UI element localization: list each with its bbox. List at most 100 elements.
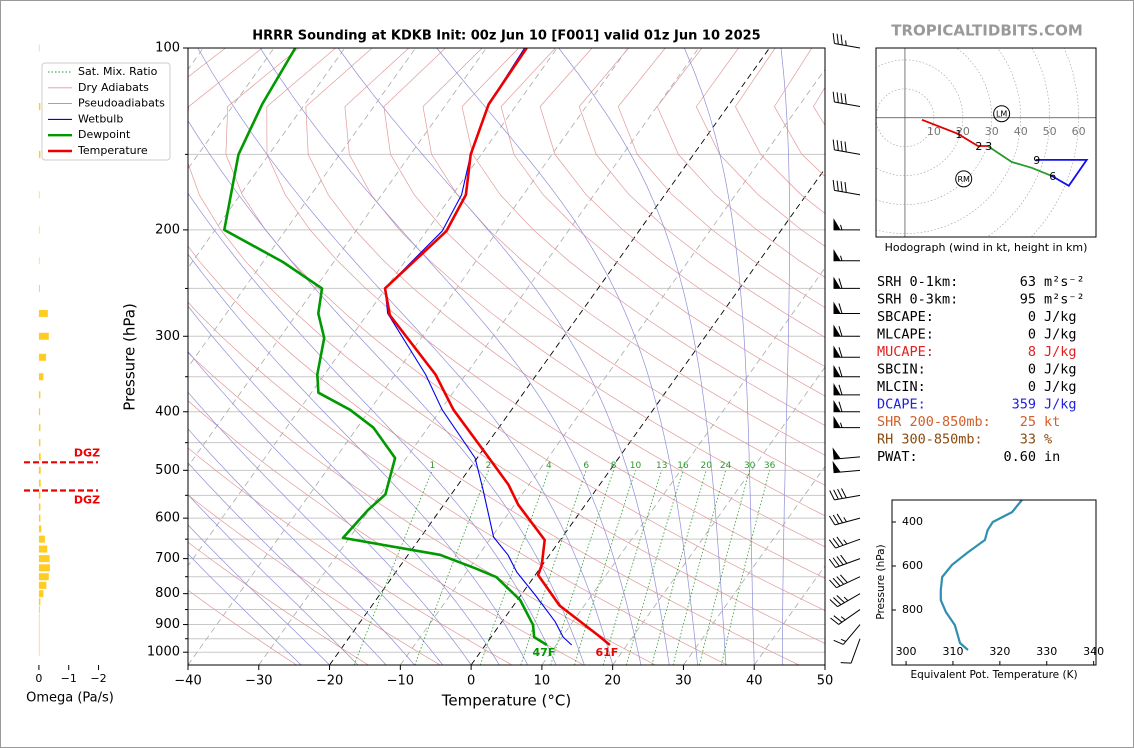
pseudoadiabat — [259, 48, 642, 665]
mixing-ratio-label: 10 — [630, 461, 642, 471]
x-tick-label: −2 — [90, 672, 106, 685]
legend-label: Dry Adiabats — [78, 81, 149, 94]
mixing-ratio-label: 30 — [744, 461, 756, 471]
y-tick-label: 900 — [155, 617, 180, 632]
dry-adiabat — [188, 447, 513, 665]
wind-barb — [833, 301, 860, 314]
x-tick-label: 310 — [942, 645, 963, 658]
y-tick-label: 700 — [155, 551, 180, 566]
skewt-background: 1 2 4 6 8 10 13 16 20 24 30 36 — [188, 48, 825, 665]
y-tick-label: 600 — [902, 559, 923, 572]
index-unit: J/kg — [1044, 327, 1077, 343]
index-value: 63 — [1020, 274, 1036, 290]
dry-adiabat — [461, 48, 825, 426]
pseudoadiabat — [188, 553, 302, 665]
hodo-trace — [921, 118, 988, 147]
wind-barb — [829, 488, 861, 501]
legend-label: Sat. Mix. Ratio — [78, 65, 158, 78]
dry-adiabat — [305, 48, 825, 548]
x-tick-label: 0 — [35, 672, 42, 685]
legend-label: Pseudoadiabats — [78, 97, 165, 110]
hodo-height-label: 9 — [1033, 154, 1040, 167]
index-label: MUCAPE: — [877, 344, 934, 360]
dry-adiabat — [188, 541, 369, 665]
hodo-height-label: 6 — [1049, 170, 1056, 183]
hodo-tick-label: 60 — [1072, 125, 1086, 138]
isotherm — [188, 48, 487, 468]
profile-line — [384, 48, 573, 646]
index-label: PWAT: — [877, 449, 918, 465]
wind-barb — [833, 399, 860, 413]
dry-adiabat — [617, 48, 825, 309]
pseudoadiabat — [188, 253, 529, 665]
index-value: 95 — [1020, 292, 1036, 308]
legend-box — [41, 62, 171, 161]
omega-bar — [38, 103, 41, 111]
y-tick-label: 1000 — [147, 645, 180, 660]
index-label: SRH 0-3km: — [877, 292, 958, 308]
dry-adiabat — [188, 48, 825, 644]
dry-adiabat — [500, 48, 825, 397]
hodo-tick-label: 30 — [985, 125, 999, 138]
index-unit: J/kg — [1044, 344, 1077, 360]
index-unit: m²s⁻² — [1044, 292, 1085, 308]
wind-barb — [833, 248, 860, 262]
omega-bar — [38, 635, 40, 643]
omega-bar — [38, 191, 40, 199]
omega-bar — [38, 606, 40, 614]
x-axis-label: Equivalent Pot. Temperature (K) — [910, 669, 1077, 681]
hodo-ring — [1030, 48, 1079, 237]
omega-bar — [38, 391, 41, 399]
dgz-label: DGZ — [74, 446, 100, 459]
omega-bar — [38, 424, 41, 432]
x-tick-label: 320 — [989, 645, 1010, 658]
omega-bar — [38, 545, 48, 553]
mixing-ratio-line — [721, 470, 770, 665]
omega-bar — [38, 621, 40, 629]
omega-bar — [38, 150, 41, 158]
hodo-height-label: 1 — [955, 128, 962, 141]
x-tick-label: 300 — [896, 645, 917, 658]
hodo-trace — [1035, 158, 1089, 187]
isotherm — [258, 48, 700, 665]
hodo-tick-label: 40 — [1014, 125, 1028, 138]
wind-barb — [832, 33, 861, 49]
hodo-caption: Hodograph (wind in kt, height in km) — [885, 241, 1088, 254]
index-value: 0 — [1028, 379, 1036, 395]
y-tick-label: 500 — [155, 463, 180, 478]
index-value: 25 — [1020, 414, 1036, 430]
omega-bar — [38, 491, 41, 499]
omega-bar — [38, 535, 45, 543]
theta-e-line — [939, 500, 1023, 651]
omega-bar — [38, 257, 40, 265]
x-tick-label: −20 — [316, 674, 343, 689]
omega-bar — [38, 525, 42, 533]
wind-barb — [828, 536, 861, 549]
pseudoadiabat — [780, 48, 790, 665]
y-tick-label: 400 — [155, 404, 180, 419]
wind-barb — [833, 383, 860, 396]
wind-barb — [830, 609, 861, 625]
pseudoadiabat — [188, 391, 444, 665]
dry-adiabat — [578, 48, 825, 338]
index-unit: J/kg — [1044, 309, 1077, 325]
mixing-ratio-line — [414, 470, 489, 665]
index-value: 0 — [1028, 309, 1036, 325]
dry-adiabat — [188, 589, 297, 665]
omega-bar — [38, 555, 50, 563]
pseudoadiabat — [436, 48, 698, 665]
mixing-ratio-line — [574, 470, 636, 665]
isotherm — [188, 48, 416, 368]
dry-adiabat — [188, 352, 656, 665]
omega-bar — [38, 598, 41, 606]
dry-adiabat — [266, 48, 825, 579]
y-tick-label: 800 — [155, 586, 180, 601]
x-tick-label: 50 — [817, 674, 834, 689]
x-tick-label: 20 — [604, 674, 621, 689]
x-tick-label: −40 — [174, 674, 201, 689]
y-tick-label: 100 — [155, 41, 180, 56]
isotherm — [188, 48, 346, 269]
plot-frame — [187, 47, 826, 666]
